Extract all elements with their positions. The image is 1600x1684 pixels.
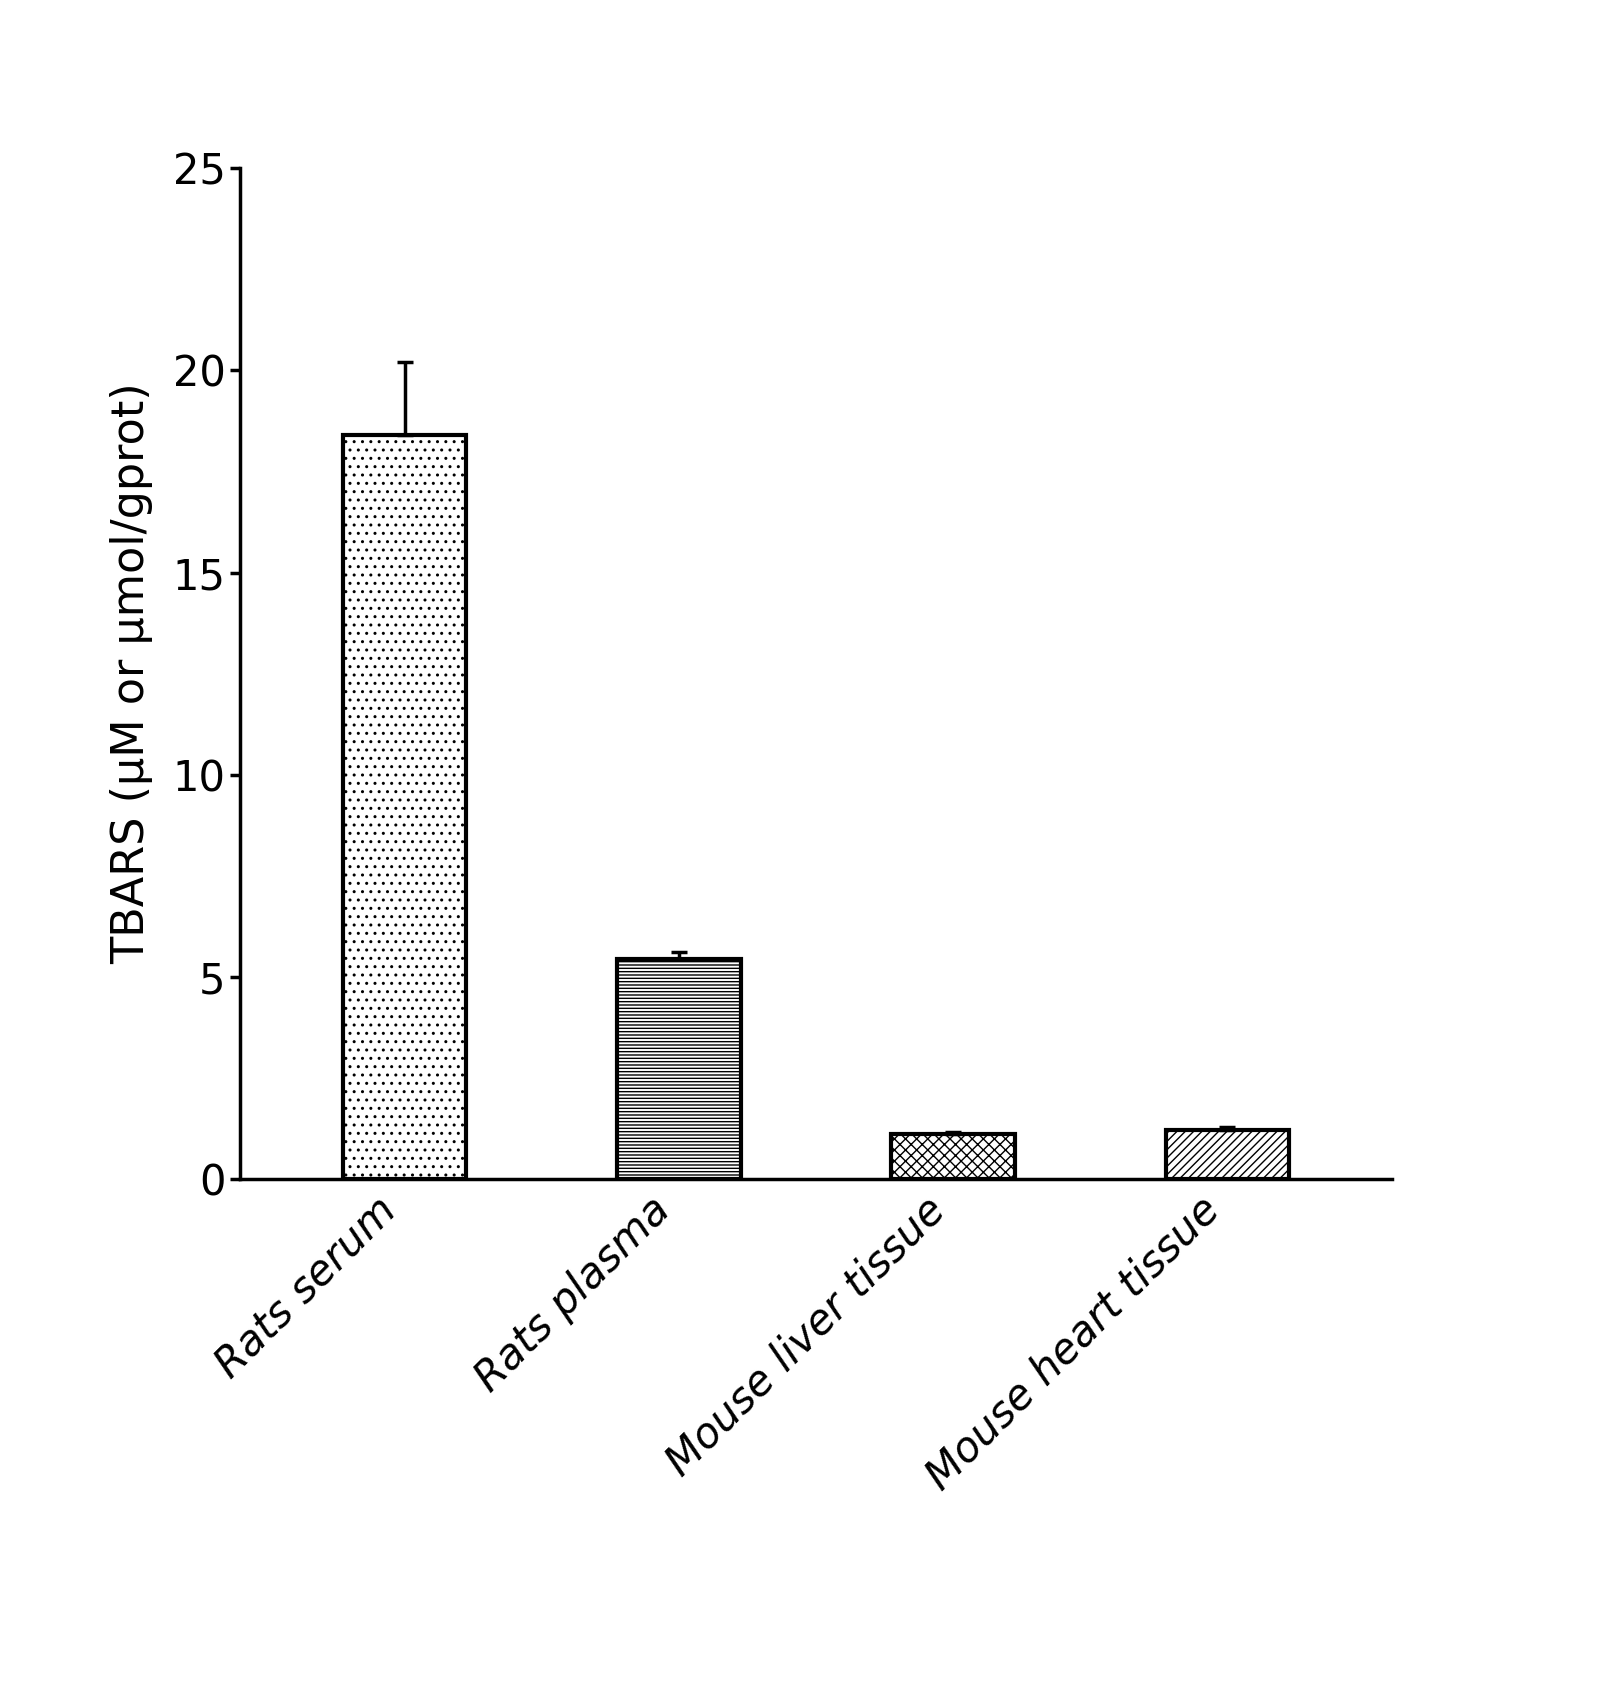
Bar [342,434,466,1179]
Y-axis label: TBARS (μM or μmol/gprot): TBARS (μM or μmol/gprot) [110,382,154,965]
Bar [618,958,741,1179]
Bar [1166,1130,1290,1179]
Bar [891,1135,1014,1179]
